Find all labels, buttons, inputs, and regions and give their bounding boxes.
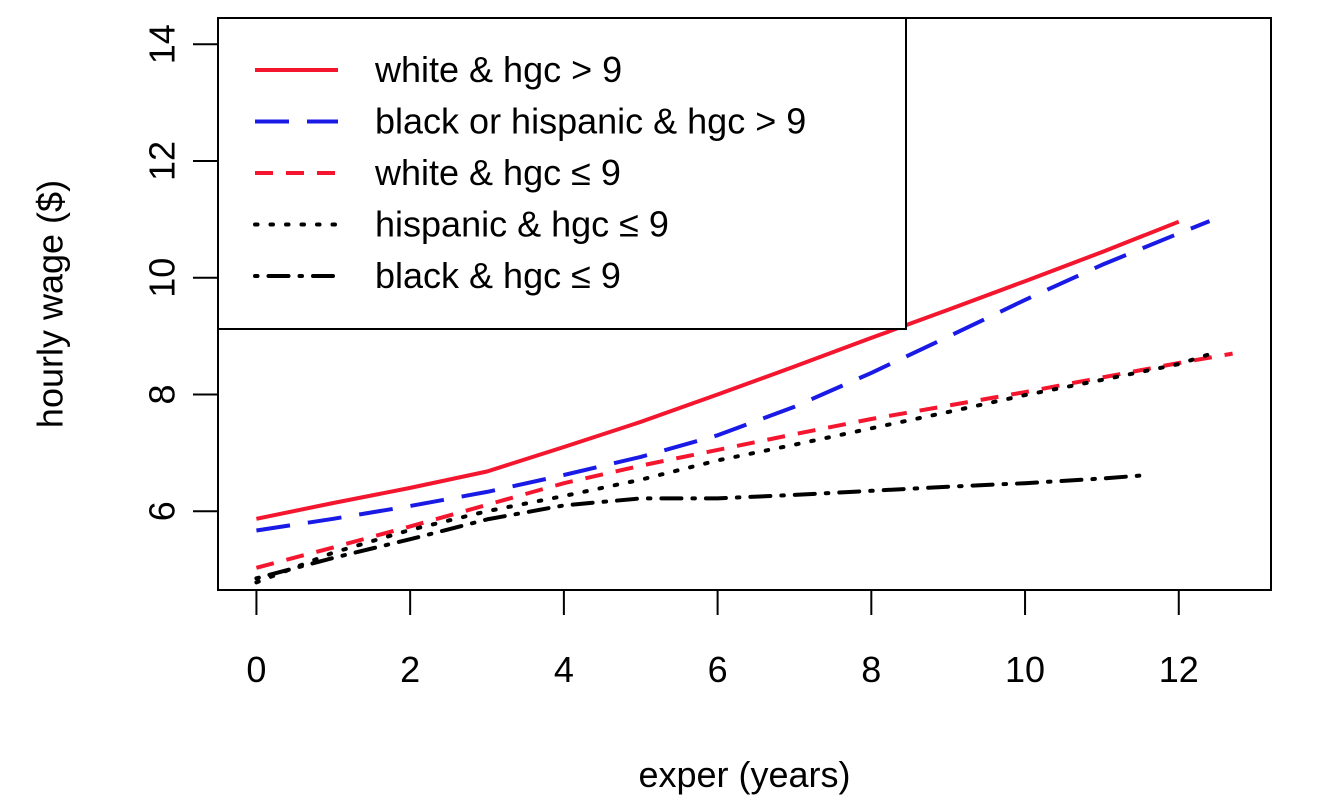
y-tick-label: 8 xyxy=(142,384,183,404)
x-tick-label: 6 xyxy=(708,649,728,690)
y-tick-label: 14 xyxy=(142,24,183,64)
series-line-5 xyxy=(254,473,1150,581)
x-tick-label: 4 xyxy=(554,649,574,690)
legend-label: hispanic & hgc ≤ 9 xyxy=(375,204,669,245)
y-axis: 6 8 10 12 14 xyxy=(142,24,219,521)
y-axis-title: hourly wage ($) xyxy=(30,180,71,428)
legend-label: black or hispanic & hgc > 9 xyxy=(375,101,806,142)
series-lines xyxy=(254,219,1233,585)
series-line-1 xyxy=(255,219,1180,521)
legend-label: white & hgc > 9 xyxy=(374,49,622,90)
legend: white & hgc > 9 black or hispanic & hgc >… xyxy=(217,17,907,330)
x-axis-title: exper (years) xyxy=(638,754,850,795)
x-axis: 0 2 4 6 8 10 12 xyxy=(246,589,1199,690)
x-tick-label: 8 xyxy=(861,649,881,690)
y-tick-label: 6 xyxy=(142,501,183,521)
x-tick-label: 0 xyxy=(246,649,266,690)
series-line-2 xyxy=(256,219,1211,533)
y-tick-label: 10 xyxy=(142,258,183,298)
x-tick-label: 2 xyxy=(400,649,420,690)
series-line-3 xyxy=(255,351,1233,570)
y-tick-label: 12 xyxy=(142,141,183,181)
x-tick-label: 12 xyxy=(1159,649,1199,690)
x-tick-label: 10 xyxy=(1005,649,1045,690)
legend-label: white & hgc ≤ 9 xyxy=(374,152,621,193)
legend-label: black & hgc ≤ 9 xyxy=(375,255,621,296)
